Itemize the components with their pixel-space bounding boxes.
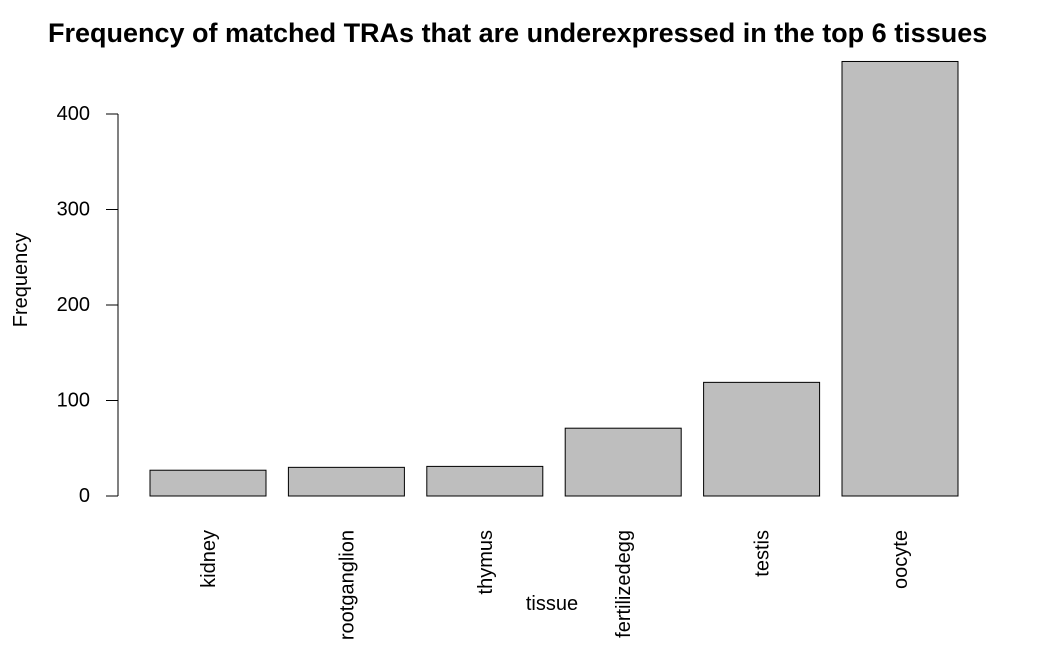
y-tick-label: 300: [57, 199, 90, 221]
y-tick-label: 100: [57, 390, 90, 412]
bar-testis: [703, 381, 821, 497]
bar-oocyte: [841, 60, 959, 497]
bar-kidney: [149, 469, 267, 497]
y-tick-label: 200: [57, 294, 90, 316]
x-tick-label: thymus: [475, 530, 497, 594]
bar-thymus: [426, 465, 544, 497]
x-tick-label: oocyte: [890, 530, 912, 589]
y-tick-label: 0: [79, 485, 90, 507]
y-axis: 0 100 200 300 400: [57, 103, 119, 507]
x-axis-label: tissue: [526, 593, 578, 615]
bars-group: [149, 60, 959, 497]
bar-fertilizedegg: [564, 427, 682, 497]
x-tick-label: rootganglion: [336, 530, 358, 640]
chart-title: Frequency of matched TRAs that are under…: [48, 18, 987, 48]
x-tick-label: kidney: [198, 530, 220, 588]
y-axis-label: Frequency: [10, 233, 32, 328]
x-tick-label: testis: [752, 530, 774, 577]
x-tick-label: fertilizedegg: [613, 530, 635, 638]
bar-rootganglion: [287, 466, 405, 497]
x-tick-labels: kidney rootganglion thymus fertilizedegg tes…: [198, 530, 912, 640]
y-tick-label: 400: [57, 103, 90, 125]
